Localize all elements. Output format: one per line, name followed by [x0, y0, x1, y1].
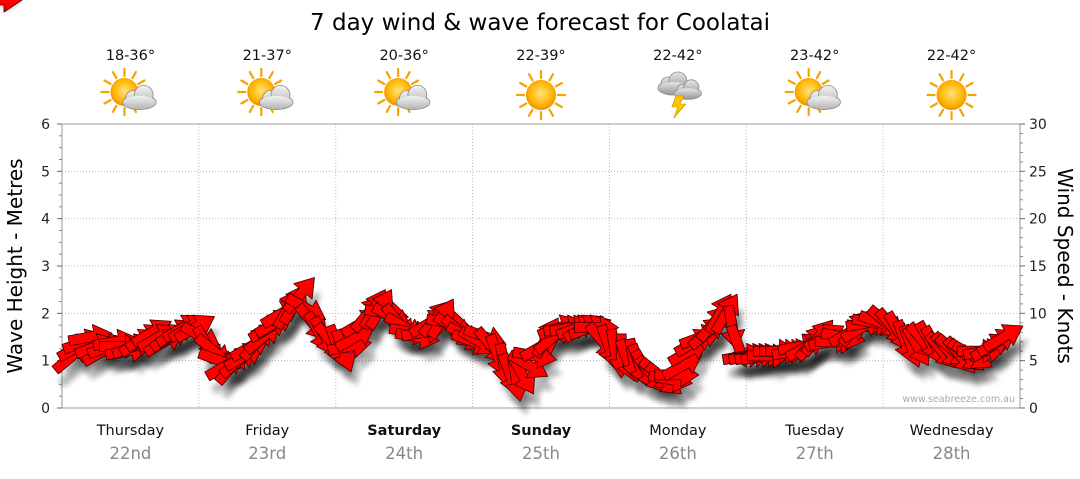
day-temp-range: 21-37° [243, 48, 292, 64]
day-headers: 18-36° 21-37° 20-36° 22-39° 22-42° 23-42° 22-4… [100, 48, 977, 121]
day-temp-range: 22-42° [927, 48, 976, 64]
x-day-name: Monday [649, 423, 707, 439]
right-tick-label: 0 [1029, 401, 1038, 417]
left-tick-label: 4 [41, 212, 50, 228]
sun-disc [526, 80, 556, 110]
left-tick-label: 1 [41, 354, 50, 370]
right-tick-label: 30 [1029, 117, 1047, 133]
lightning-bolt [671, 95, 687, 119]
day-temp-range: 22-39° [516, 48, 565, 64]
partly-cloudy-icon [374, 67, 431, 117]
sun-rays [926, 69, 977, 121]
day-temp-range: 18-36° [106, 48, 155, 64]
watermark: www.seabreeze.com.au [903, 394, 1016, 405]
thunderstorm-icon [657, 71, 702, 119]
left-tick-label: 0 [41, 401, 50, 417]
partly-cloudy-icon [784, 67, 841, 117]
x-day-date: 26th [659, 444, 697, 463]
grid-lines [62, 124, 1020, 408]
x-day-date: 23rd [248, 444, 286, 463]
partly-cloudy-icon [100, 67, 157, 117]
left-tick-label: 6 [41, 117, 50, 133]
day-temp-range: 20-36° [379, 48, 428, 64]
y-axis-label-left: Wave Height - Metres [3, 158, 27, 373]
x-day-date: 27th [796, 444, 834, 463]
left-axis: 0 1 2 3 4 5 6 [41, 117, 62, 417]
wind-arrow-shadow [660, 378, 705, 400]
x-day-name: Sunday [511, 423, 572, 439]
x-axis-day-labels: Thursday 22nd Friday 23rd Saturday 24th Sunday… [96, 423, 994, 463]
partly-cloudy-icon [237, 67, 294, 117]
sun-disc [936, 80, 967, 110]
right-tick-label: 20 [1029, 212, 1047, 228]
right-tick-label: 15 [1029, 259, 1047, 275]
x-day-date: 22nd [109, 444, 151, 463]
x-day-date: 28th [933, 444, 971, 463]
left-tick-label: 2 [41, 306, 50, 322]
x-day-date: 24th [385, 444, 423, 463]
day-temp-range: 23-42° [790, 48, 839, 64]
chart-title: 7 day wind & wave forecast for Coolatai [310, 10, 770, 36]
y-axis-label-right: Wind Speed - Knots [1053, 168, 1077, 364]
day-temp-range: 22-42° [653, 48, 702, 64]
right-tick-label: 5 [1029, 354, 1038, 370]
sunny-icon [515, 69, 567, 121]
wind-arrows [0, 0, 1024, 402]
x-day-name: Friday [245, 423, 289, 439]
right-tick-label: 25 [1029, 164, 1047, 180]
cloud-shape [395, 85, 431, 110]
left-tick-label: 5 [41, 164, 50, 180]
cloud-shape [122, 85, 157, 110]
wind-arrow [981, 324, 1024, 353]
sun-rays [515, 69, 567, 121]
x-day-name: Wednesday [910, 423, 994, 439]
x-day-name: Saturday [367, 423, 441, 439]
x-day-date: 25th [522, 444, 560, 463]
right-tick-label: 10 [1029, 306, 1047, 322]
right-axis: 0 5 10 15 20 25 30 [1020, 117, 1047, 417]
x-day-name: Thursday [96, 423, 165, 439]
wind-arrow-shadow [988, 339, 1029, 366]
wind-arrow [0, 0, 23, 13]
cloud-shape [806, 85, 841, 110]
x-day-name: Tuesday [784, 423, 844, 439]
sunny-icon [926, 69, 977, 121]
cloud-shape [259, 85, 294, 110]
left-tick-label: 3 [41, 259, 50, 275]
